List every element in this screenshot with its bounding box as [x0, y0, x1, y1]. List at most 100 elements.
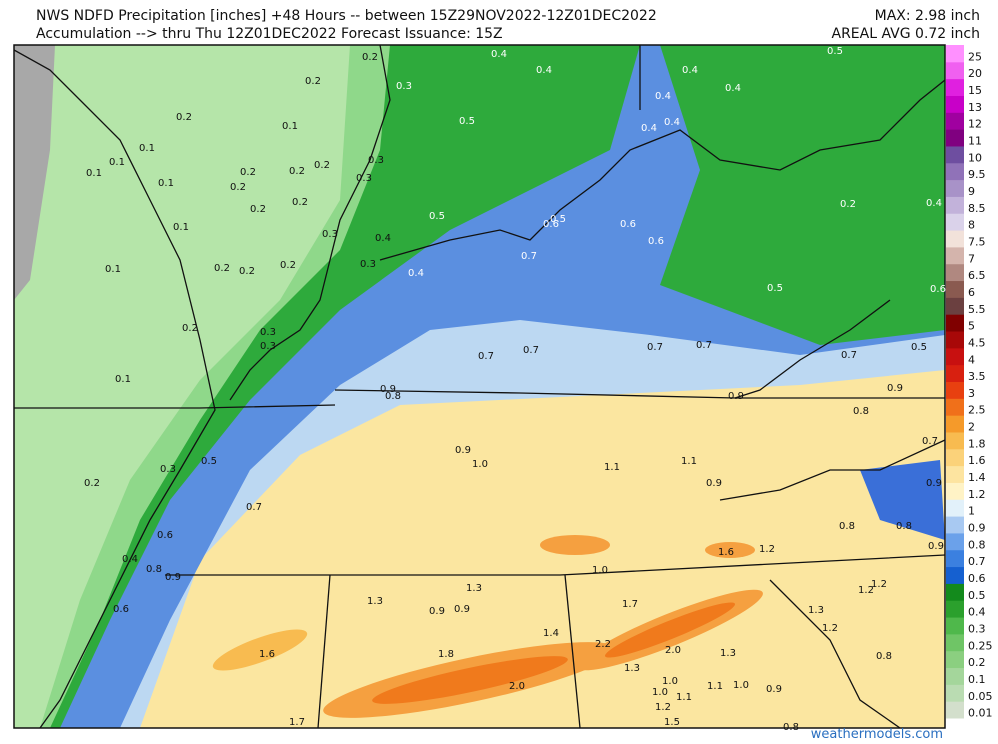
map-value-label: 2.0	[509, 681, 525, 692]
map-value-label: 0.3	[396, 81, 412, 92]
map-value-label: 1.3	[720, 648, 736, 659]
colorbar-swatch	[946, 465, 964, 483]
colorbar-swatch	[946, 263, 964, 282]
colorbar-swatch	[946, 196, 964, 214]
watermark: weathermodels.com	[811, 727, 943, 742]
colorbar-swatch	[946, 516, 964, 534]
colorbar-label: 1.6	[968, 454, 986, 467]
colorbar-swatch	[946, 61, 964, 80]
map-value-label: 0.3	[260, 327, 276, 338]
max-value: MAX: 2.98 inch	[875, 8, 980, 24]
map-value-label: 0.6	[543, 219, 559, 230]
map-value-label: 0.2	[280, 260, 296, 271]
map-value-label: 0.2	[362, 52, 378, 63]
colorbar-label: 20	[968, 67, 982, 80]
map-value-label: 0.7	[696, 340, 712, 351]
colorbar-swatch	[946, 549, 964, 568]
colorbar-swatch	[946, 331, 964, 349]
map-value-label: 0.2	[239, 266, 255, 277]
colorbar-swatch	[946, 667, 964, 685]
map-value-label: 0.1	[115, 374, 131, 385]
colorbar-label: 0.5	[968, 589, 986, 602]
map-value-label: 2.0	[665, 645, 681, 656]
map-value-label: 1.1	[604, 462, 620, 473]
map-value-label: 0.8	[146, 564, 162, 575]
map-value-label: 0.9	[429, 606, 445, 617]
map-value-label: 1.3	[466, 583, 482, 594]
map-value-label: 0.2	[214, 263, 230, 274]
map-value-label: 0.6	[113, 604, 129, 615]
map-value-label: 1.2	[655, 702, 671, 713]
colorbar-swatch	[946, 482, 964, 500]
colorbar-swatch	[946, 684, 964, 702]
map-value-label: 0.5	[911, 342, 927, 353]
colorbar-swatch	[946, 45, 964, 63]
map-value-label: 0.1	[282, 121, 298, 132]
map-value-label: 0.3	[368, 155, 384, 166]
map-value-label: 0.9	[165, 572, 181, 583]
map-value-label: 0.8	[783, 722, 799, 733]
map-value-label: 1.2	[858, 585, 874, 596]
map-area	[14, 45, 945, 728]
map-value-label: 0.5	[201, 456, 217, 467]
map-value-label: 0.1	[105, 264, 121, 275]
map-value-label: 0.9	[766, 684, 782, 695]
map-value-label: 1.7	[289, 717, 305, 728]
colorbar-label: 1.2	[968, 488, 986, 501]
map-value-label: 0.9	[454, 604, 470, 615]
map-value-label: 0.2	[182, 323, 198, 334]
colorbar-label: 4	[968, 353, 975, 366]
colorbar-label: 6.5	[968, 269, 986, 282]
colorbar-label: 0.05	[968, 690, 993, 703]
map-value-label: 1.2	[871, 579, 887, 590]
colorbar-swatch	[946, 129, 964, 147]
colorbar-label: 9	[968, 185, 975, 198]
map-value-label: 1.0	[652, 687, 668, 698]
colorbar-label: 13	[968, 101, 982, 114]
colorbar-label: 4.5	[968, 336, 986, 349]
colorbar-swatch	[946, 95, 964, 113]
map-value-label: 0.8	[876, 651, 892, 662]
colorbar-swatch	[946, 179, 964, 197]
map-value-label: 0.9	[926, 478, 942, 489]
colorbar-swatch	[946, 398, 964, 416]
map-value-label: 0.3	[160, 464, 176, 475]
colorbar-swatch	[946, 145, 964, 164]
colorbar-swatch	[946, 246, 964, 265]
colorbar-swatch	[946, 112, 964, 130]
colorbar-label: 2.5	[968, 404, 986, 417]
colorbar-swatch	[946, 230, 964, 248]
colorbar-swatch	[946, 213, 964, 231]
colorbar-label: 2	[968, 421, 975, 434]
map-value-label: 0.4	[408, 268, 424, 279]
map-value-label: 1.3	[624, 663, 640, 674]
colorbar-label: 12	[968, 118, 982, 131]
map-value-label: 0.7	[841, 350, 857, 361]
map-value-label: 0.2	[314, 160, 330, 171]
map-value-label: 0.4	[926, 198, 942, 209]
map-value-label: 0.1	[139, 143, 155, 154]
colorbar-label: 9.5	[968, 168, 986, 181]
map-value-label: 0.2	[289, 166, 305, 177]
map-value-label: 0.9	[887, 383, 903, 394]
map-value-label: 1.5	[664, 717, 680, 728]
map-value-label: 0.1	[158, 178, 174, 189]
colorbar-label: 7	[968, 252, 975, 265]
colorbar-swatch	[946, 297, 964, 315]
colorbar-label: 11	[968, 135, 982, 148]
map-value-label: 0.8	[385, 391, 401, 402]
map-value-label: 1.6	[718, 547, 734, 558]
map-value-label: 0.4	[536, 65, 552, 76]
map-value-label: 0.4	[655, 91, 671, 102]
map-value-label: 0.7	[246, 502, 262, 513]
map-value-label: 0.4	[682, 65, 698, 76]
colorbar-label: 0.7	[968, 555, 986, 568]
map-value-label: 0.5	[827, 46, 843, 57]
colorbar-swatch	[946, 633, 964, 652]
colorbar-label: 3	[968, 387, 975, 400]
map-value-label: 0.9	[455, 445, 471, 456]
map-value-label: 0.4	[375, 233, 391, 244]
colorbar-label: 1	[968, 505, 975, 518]
colorbar-swatch	[946, 617, 964, 635]
